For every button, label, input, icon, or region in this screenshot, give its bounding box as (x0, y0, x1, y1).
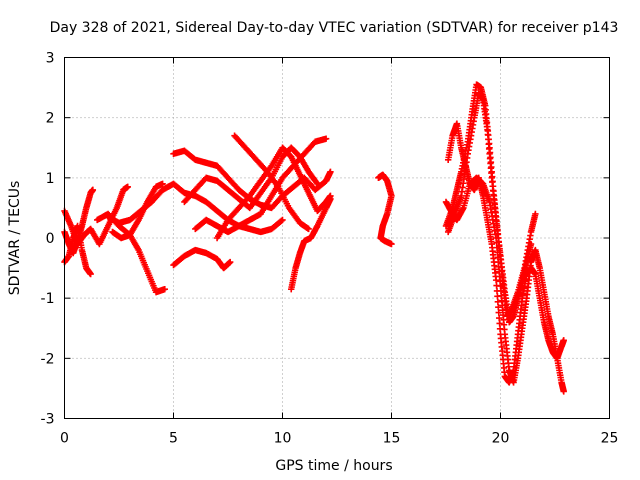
x-tick-label: 5 (169, 431, 178, 447)
chart-title: Day 328 of 2021, Sidereal Day-to-day VTE… (50, 20, 619, 36)
data-point (495, 309, 502, 316)
data-point (159, 180, 166, 188)
data-point (226, 258, 234, 266)
data-point (279, 216, 286, 224)
data-point (327, 168, 334, 176)
data-point (560, 388, 567, 395)
series-track-f (109, 180, 166, 242)
plot-frame (64, 57, 610, 419)
data-point (314, 180, 321, 188)
series-track-c (61, 183, 131, 248)
data-point (495, 314, 503, 322)
axis-ticks: 0 5 10 15 20 25 -3 -2 -1 0 1 2 3 (41, 51, 619, 447)
data-point (327, 195, 334, 203)
y-tick-label: 2 (46, 111, 55, 127)
y-tick-label: 1 (46, 171, 55, 187)
y-tick-label: -2 (41, 351, 55, 367)
series-track-d (94, 210, 168, 296)
data-point (322, 135, 330, 142)
data-point (527, 240, 535, 248)
data-point (305, 225, 312, 233)
x-axis-label: GPS time / hours (275, 458, 392, 474)
data-point (495, 303, 502, 311)
grid-lines (64, 57, 610, 419)
data-point (313, 179, 320, 186)
y-tick-label: 0 (46, 231, 55, 247)
x-tick-label: 15 (383, 431, 401, 447)
series-track-n (375, 171, 395, 248)
data-point (278, 217, 285, 225)
data-point (560, 337, 567, 344)
series-track-r (444, 90, 535, 326)
series-track-l (192, 216, 286, 236)
y-tick-label: -1 (41, 291, 55, 307)
data-point (492, 276, 500, 284)
data-point (388, 240, 395, 248)
data-point (494, 298, 502, 305)
x-tick-label: 25 (601, 431, 619, 447)
data-points (61, 81, 567, 395)
x-tick-label: 0 (60, 431, 69, 447)
series-track-m (288, 195, 334, 293)
y-tick-label: -3 (41, 412, 55, 428)
x-tick-label: 10 (274, 431, 292, 447)
data-point (124, 183, 131, 191)
x-tick-label: 20 (492, 431, 510, 447)
y-axis-label: SDTVAR / TECUs (7, 181, 23, 296)
data-point (496, 320, 503, 327)
y-tick-label: 3 (46, 51, 55, 67)
data-point (89, 186, 97, 194)
data-point (532, 210, 539, 218)
series-track-k (170, 246, 234, 272)
data-point (87, 270, 94, 278)
data-point (161, 285, 168, 293)
series-track-g (170, 147, 334, 212)
